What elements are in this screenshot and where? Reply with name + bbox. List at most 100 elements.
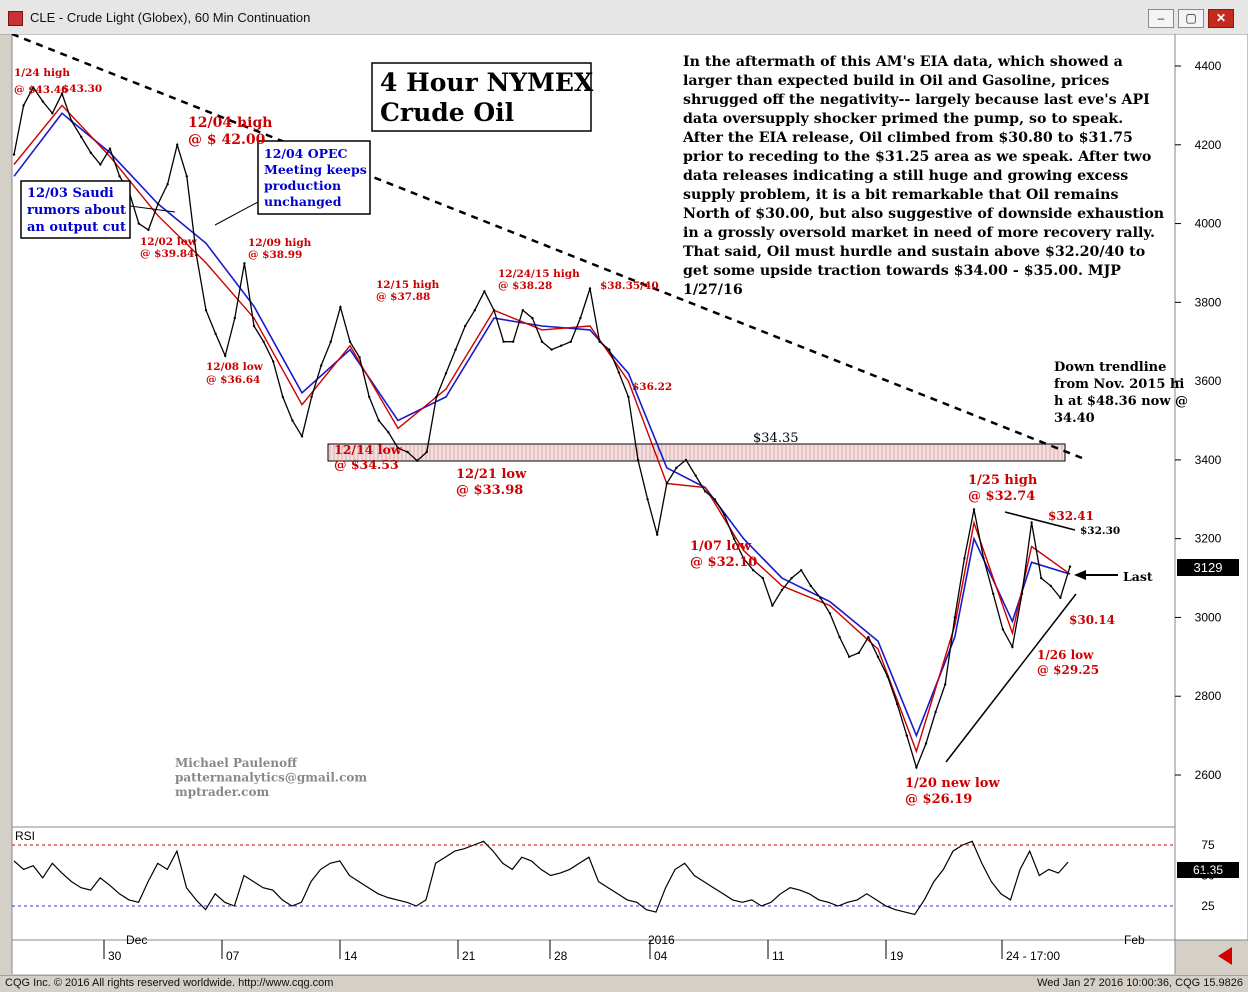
saudi-callout-box — [20, 180, 131, 239]
price-point — [704, 490, 707, 493]
price-point — [675, 466, 678, 469]
chart-title-line2: Crude Oil — [380, 98, 514, 127]
annotation-label: 1/20 new low — [905, 776, 1000, 791]
price-point — [761, 576, 764, 580]
opec-callout-pointer — [214, 201, 259, 226]
price-point — [51, 112, 54, 115]
price-point — [281, 395, 284, 399]
annotation-label: @ $32.74 — [968, 489, 1035, 504]
commentary-line: prior to receding to the $31.25 area as … — [683, 149, 1151, 165]
rsi-tick-label: 75 — [1201, 838, 1215, 852]
opec-callout-line: 12/04 OPEC — [264, 146, 348, 161]
price-point — [252, 324, 256, 328]
downtrend-line — [11, 34, 1083, 460]
annotation-label: 12/14 low — [334, 442, 403, 457]
price-point — [636, 458, 640, 462]
price-point — [262, 340, 265, 343]
price-point — [492, 309, 496, 312]
opec-callout-box — [257, 140, 371, 215]
price-point — [828, 612, 832, 615]
price-point — [569, 340, 572, 343]
rsi-tick-label: 25 — [1201, 899, 1215, 913]
saudi-callout-pointer — [129, 205, 176, 213]
price-point — [867, 635, 870, 639]
price-point — [1020, 592, 1024, 595]
price-point — [1049, 584, 1053, 588]
annotation-label: @ $34.53 — [334, 457, 399, 472]
price-point — [521, 309, 524, 312]
x-month-label: 2016 — [648, 933, 675, 947]
y-tick-label: 3400 — [1195, 453, 1222, 467]
window-title: CLE - Crude Light (Globex), 60 Min Conti… — [30, 10, 311, 25]
annotation-label: @ $36.64 — [206, 374, 260, 386]
price-point — [1068, 565, 1072, 568]
annotation-label: @ $ 42.00 — [188, 132, 266, 148]
price-point — [425, 450, 428, 454]
price-point — [896, 702, 899, 706]
annotation-label: @ $38.99 — [248, 249, 302, 261]
trendline-label-line: Down trendline — [1054, 360, 1166, 375]
price-point — [444, 372, 448, 375]
close-button[interactable]: ✕ — [1208, 9, 1234, 28]
annotation-label: 12/08 low — [206, 361, 264, 373]
price-point — [195, 253, 198, 257]
price-panel — [11, 34, 1176, 828]
maximize-button[interactable]: ▢ — [1178, 9, 1204, 28]
price-point — [742, 557, 745, 560]
y-tick-label: 4400 — [1195, 59, 1222, 73]
price-point — [454, 348, 457, 351]
annotation-label: 12/04 high — [188, 115, 272, 131]
price-point — [876, 655, 880, 658]
y-tick-label: 3600 — [1195, 374, 1222, 388]
price-point — [550, 348, 553, 351]
price-point — [848, 655, 851, 658]
y-tick-label: 4200 — [1195, 138, 1222, 152]
trendline-label: Down trendline from Nov. 2015 hi h at $48.… — [1054, 360, 1188, 426]
price-point — [60, 92, 64, 95]
annotation-label: $32.41 — [1048, 509, 1094, 523]
price-point — [339, 305, 342, 309]
price-point — [982, 557, 985, 560]
price-point — [166, 183, 169, 186]
chart-title: 4 Hour NYMEX — [380, 68, 594, 97]
annotation-label: 12/15 high — [376, 279, 440, 291]
minimize-button[interactable]: – — [1148, 9, 1174, 28]
price-point — [531, 316, 534, 320]
price-point — [598, 340, 601, 343]
rsi-y-axis: 25 50 75 — [1201, 838, 1215, 913]
price-point — [224, 354, 227, 358]
price-point — [185, 175, 188, 178]
x-month-label: Dec — [126, 933, 147, 947]
price-point — [924, 742, 928, 745]
commentary-line: larger than expected build in Oil and Ga… — [683, 73, 1109, 89]
author-line: patternanalytics@gmail.com — [175, 771, 367, 785]
price-point — [368, 395, 371, 399]
x-tick-label: 07 — [226, 949, 240, 963]
price-point — [790, 576, 793, 580]
ma-slow-line — [13, 112, 1071, 738]
copyright-text: CQG Inc. © 2016 All rights reserved worl… — [5, 977, 334, 989]
rsi-last-value: 61.35 — [1193, 863, 1223, 877]
price-point — [905, 734, 908, 737]
price-point — [915, 766, 918, 769]
y-tick-label: 2800 — [1195, 689, 1222, 703]
scroll-left-icon[interactable] — [1218, 947, 1232, 965]
price-point — [118, 175, 121, 178]
x-tick-label: 19 — [890, 949, 904, 963]
opec-callout-line: Meeting keeps — [264, 162, 367, 177]
price-point — [963, 557, 966, 560]
price-point — [22, 104, 25, 107]
price-point — [886, 675, 889, 678]
annotation-label: @ $43.46 — [14, 84, 68, 96]
chart-area[interactable]: 2600 2800 3000 3200 3400 3600 3800 4000 4200 4400… — [0, 34, 1248, 974]
x-tick-label: 11 — [772, 949, 785, 963]
price-point — [512, 340, 515, 343]
commentary-line: 1/27/16 — [683, 282, 743, 298]
rsi-last-box — [1177, 862, 1239, 878]
annotation-label: @ $37.88 — [376, 291, 430, 303]
annotation-label: @ $38.28 — [498, 280, 552, 292]
commentary-line: North of $30.00, but also suggestive of … — [683, 206, 1164, 222]
price-point — [857, 651, 860, 655]
price-point — [944, 683, 947, 686]
